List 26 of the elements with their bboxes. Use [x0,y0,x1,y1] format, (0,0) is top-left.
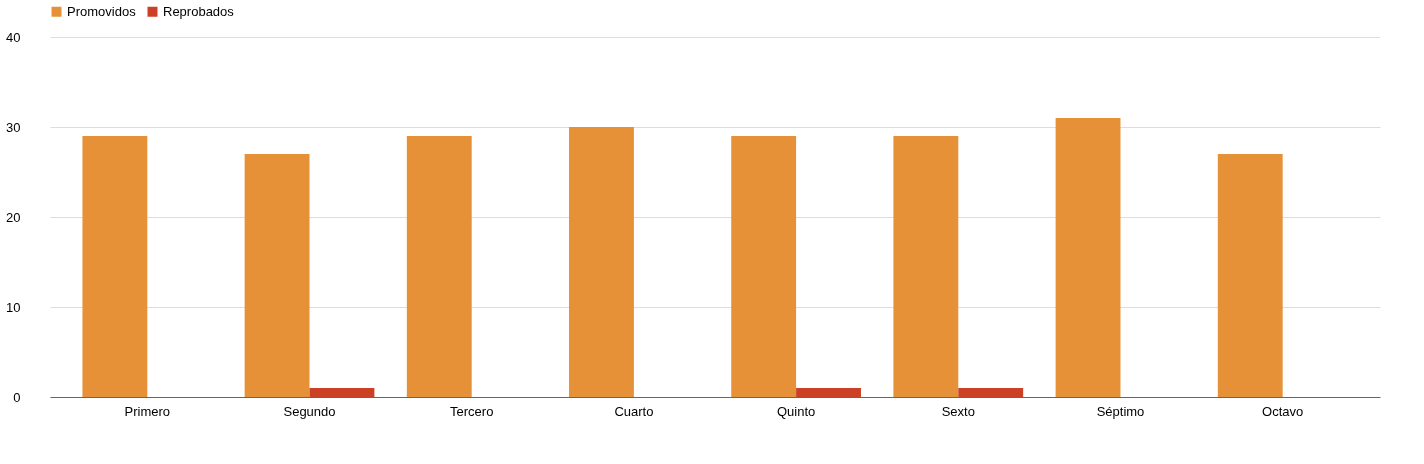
y-tick-label: 20 [6,209,21,225]
bar [731,136,797,397]
y-tick-label: 40 [6,29,21,45]
legend-label: Promovidos [67,3,137,19]
bar [893,136,959,397]
x-tick-label: Sexto [941,403,975,419]
y-tick-label: 30 [6,119,21,135]
bar [309,388,375,397]
bar [82,136,148,397]
y-tick-label: 10 [6,299,21,315]
x-tick-label: Séptimo [1096,403,1145,419]
bar [1055,118,1121,397]
legend-label: Reprobados [163,3,235,19]
bar [406,136,472,397]
x-tick-label: Tercero [450,403,494,419]
x-tick-label: Cuarto [614,403,654,419]
x-tick-label: Quinto [776,403,816,419]
x-tick-label: Octavo [1262,403,1304,419]
x-tick-label: Segundo [283,403,336,419]
y-tick-label: 0 [13,389,21,405]
bar [796,388,861,397]
bar [569,127,634,397]
bar [244,154,310,397]
bar [1217,154,1283,397]
x-tick-label: Primero [124,403,171,419]
bar [958,388,1024,397]
